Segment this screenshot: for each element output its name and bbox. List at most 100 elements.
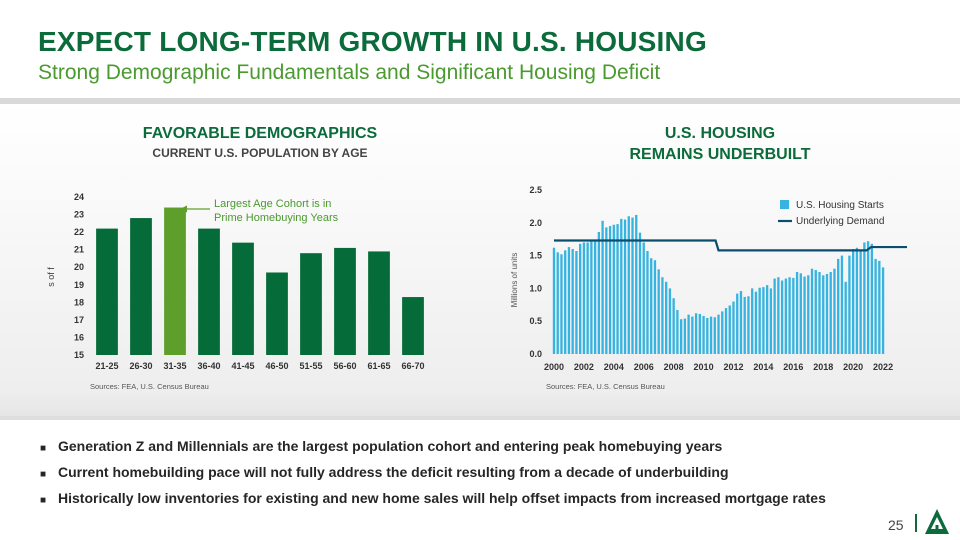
y-tick-label: 2.5 xyxy=(529,185,542,195)
x-tick-label: 21-25 xyxy=(95,361,118,371)
x-tick-label: 36-40 xyxy=(197,361,220,371)
housing-start-bar xyxy=(848,255,851,354)
footer-divider xyxy=(915,514,917,532)
housing-start-bar xyxy=(754,291,758,354)
housing-start-bar xyxy=(657,269,660,354)
housing-start-bar xyxy=(709,316,713,354)
y-tick-label: 0.0 xyxy=(529,349,542,359)
housing-starts-chart: 0.0 0.5 1.0 1.5 2.0 2.5 2000 2002 2004 2006 2008 2… xyxy=(510,185,908,372)
bar-21-25 xyxy=(96,228,118,355)
housing-start-bar xyxy=(736,293,739,354)
panel-divider xyxy=(0,416,960,420)
population-bar-chart: 15 16 17 18 19 20 21 22 23 24 21-25 26-30 31-35 36-4… xyxy=(46,192,425,371)
housing-start-bar xyxy=(582,242,586,354)
housing-start-bar xyxy=(870,243,874,354)
housing-start-bar xyxy=(721,311,724,354)
housing-start-bar xyxy=(608,226,612,354)
bar-56-60 xyxy=(334,247,356,355)
housing-heading-line1: U.S. HOUSING xyxy=(664,125,776,142)
housing-start-bar xyxy=(810,268,814,354)
housing-start-bar xyxy=(814,270,817,354)
page-subtitle: Strong Demographic Fundamentals and Sign… xyxy=(38,61,661,84)
bar-46-50 xyxy=(266,272,288,355)
y-tick-label: 2.0 xyxy=(529,218,542,228)
housing-start-bar xyxy=(717,314,720,354)
housing-start-bar xyxy=(751,288,754,354)
charts-panel xyxy=(0,104,960,416)
housing-start-bar xyxy=(792,277,795,354)
housing-start-bar xyxy=(646,251,649,354)
housing-start-bar xyxy=(620,218,623,354)
housing-start-bar xyxy=(683,318,687,354)
housing-start-bar xyxy=(631,217,634,354)
x-tick-label: 31-35 xyxy=(163,361,186,371)
x-tick-label: 56-60 xyxy=(333,361,356,371)
housing-start-bar xyxy=(593,241,597,354)
x-tick-label: 66-70 xyxy=(401,361,424,371)
x-tick-label: 2006 xyxy=(634,362,654,372)
x-tick-label: 2012 xyxy=(723,362,743,372)
x-tick-label: 2004 xyxy=(604,362,624,372)
x-tick-label: 2020 xyxy=(843,362,863,372)
housing-start-bar xyxy=(799,273,802,354)
housing-start-bar xyxy=(739,291,743,354)
y-tick-label: 22 xyxy=(74,227,84,237)
housing-start-bar xyxy=(579,243,582,354)
bar-41-45 xyxy=(232,242,254,355)
housing-start-bar xyxy=(863,242,866,354)
y-tick-label: 16 xyxy=(74,332,84,342)
y-tick-label: 24 xyxy=(74,192,84,202)
housing-start-bar xyxy=(765,285,769,354)
housing-start-bar xyxy=(822,275,825,354)
housing-start-bar xyxy=(679,319,683,354)
x-tick-label: 26-30 xyxy=(129,361,152,371)
housing-start-bar xyxy=(762,287,765,354)
bullet-text: Historically low inventories for existin… xyxy=(58,490,826,506)
housing-start-bar xyxy=(855,247,859,354)
bar-36-40 xyxy=(198,228,220,355)
y-tick-label: 19 xyxy=(74,280,84,290)
key-points-list: ■ Generation Z and Millennials are the l… xyxy=(40,438,940,516)
housing-start-bar xyxy=(638,232,642,354)
housing-start-bar xyxy=(661,277,664,354)
company-tree-logo-icon xyxy=(925,509,949,534)
x-tick-label: 61-65 xyxy=(367,361,390,371)
housing-start-bar xyxy=(769,288,773,354)
housing-start-bar xyxy=(788,277,791,354)
housing-start-bar xyxy=(653,260,657,354)
housing-start-bar xyxy=(586,242,589,354)
housing-start-bar xyxy=(672,298,675,354)
housing-start-bar xyxy=(713,317,716,354)
housing-start-bar xyxy=(668,288,672,354)
y-tick-label: 21 xyxy=(74,245,84,255)
housing-start-bar xyxy=(642,242,645,354)
population-y-label: s of f xyxy=(46,267,56,287)
y-tick-label: 17 xyxy=(74,315,84,325)
housing-start-bar xyxy=(795,272,799,354)
legend-starts-label: U.S. Housing Starts xyxy=(796,200,884,211)
bullet-square-icon: ■ xyxy=(40,443,47,454)
y-tick-label: 1.5 xyxy=(529,251,542,261)
underlying-demand-line xyxy=(553,239,908,252)
housing-start-bar xyxy=(784,278,788,354)
housing-start-bar xyxy=(743,296,746,354)
housing-start-bar xyxy=(597,231,601,354)
housing-start-bar xyxy=(866,241,870,354)
housing-start-bar xyxy=(773,278,776,354)
housing-start-bar xyxy=(780,280,784,354)
bar-61-65 xyxy=(368,251,390,355)
housing-start-bar xyxy=(564,250,567,354)
x-tick-label: 2014 xyxy=(753,362,773,372)
page-number: 25 xyxy=(888,517,904,533)
housing-start-bar xyxy=(818,272,821,354)
legend-demand-label: Underlying Demand xyxy=(796,216,884,227)
housing-start-bar xyxy=(590,240,593,354)
bullet-square-icon: ■ xyxy=(40,495,47,506)
housing-start-bar xyxy=(777,277,780,354)
housing-start-bar xyxy=(560,254,563,354)
x-tick-label: 2016 xyxy=(783,362,803,372)
list-item: ■ Generation Z and Millennials are the l… xyxy=(40,438,940,454)
title-divider xyxy=(0,98,960,104)
housing-start-bar xyxy=(844,281,847,354)
housing-start-bar xyxy=(829,272,832,354)
